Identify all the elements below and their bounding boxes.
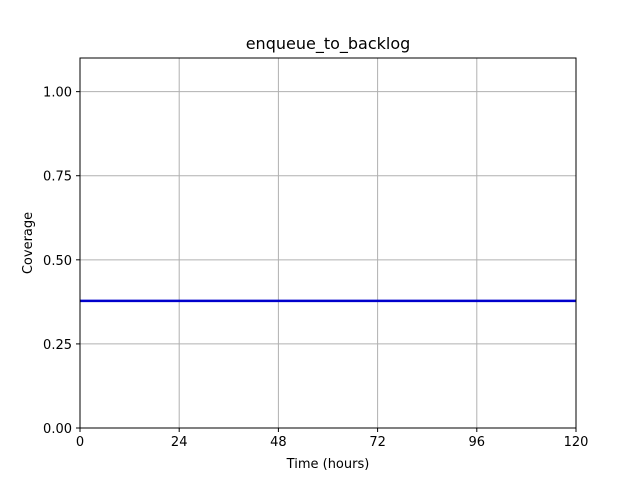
y-tick-label: 0.25 (43, 338, 72, 353)
x-tick-label: 0 (76, 435, 84, 450)
x-tick-label: 48 (270, 435, 287, 450)
plot-frame (79, 57, 577, 429)
x-tick-label: 24 (171, 435, 188, 450)
y-tick-label: 0.75 (43, 170, 72, 185)
y-tick-label: 0.50 (43, 254, 72, 269)
y-tick-label: 0.00 (43, 422, 72, 437)
x-tick-label: 72 (369, 435, 386, 450)
y-axis-label: Coverage (21, 212, 36, 274)
y-tick-label: 1.00 (43, 86, 72, 101)
x-tick-label: 120 (564, 435, 589, 450)
x-axis-label: Time (hours) (286, 457, 370, 472)
ticks: 0 24 48 72 96 120 0.00 0.25 0.50 0.75 1.00 (43, 86, 588, 450)
chart-title: enqueue_to_backlog (246, 34, 411, 54)
x-tick-label: 96 (469, 435, 486, 450)
